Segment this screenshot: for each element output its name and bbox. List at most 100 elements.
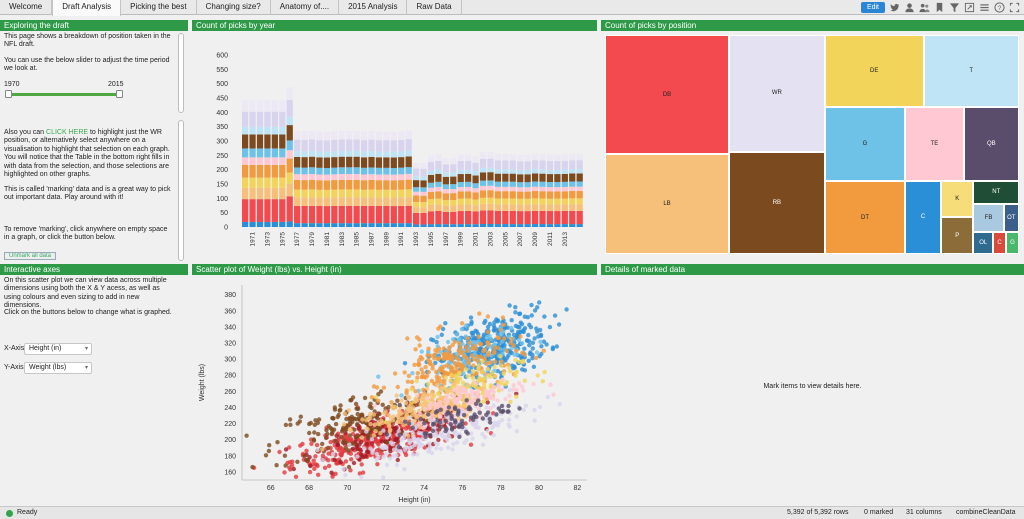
scatter-point[interactable] [419, 374, 425, 380]
scatter-point[interactable] [450, 353, 455, 358]
bar-segment[interactable] [442, 184, 449, 190]
scatter-point[interactable] [450, 447, 455, 452]
scatter-point[interactable] [471, 398, 476, 403]
scatter-point[interactable] [330, 474, 335, 479]
scatter-point[interactable] [495, 335, 500, 340]
bar-segment[interactable] [487, 158, 494, 168]
scatter-point[interactable] [406, 433, 411, 439]
bar-segment[interactable] [308, 223, 316, 227]
bar-segment[interactable] [427, 182, 435, 188]
scatter-point[interactable] [244, 433, 249, 438]
scatter-point[interactable] [320, 453, 326, 458]
bar-segment[interactable] [256, 100, 264, 112]
scatter-point[interactable] [509, 325, 514, 331]
bar-segment[interactable] [249, 148, 256, 158]
bar-segment[interactable] [249, 187, 256, 200]
scatter-point[interactable] [406, 373, 412, 379]
bar-segment[interactable] [479, 224, 487, 227]
bookmark-icon[interactable] [934, 2, 945, 13]
scatter-point[interactable] [526, 332, 531, 338]
scatter-point[interactable] [500, 409, 505, 414]
bar-segment[interactable] [472, 211, 479, 225]
scatter-point[interactable] [499, 363, 504, 368]
bar-segment[interactable] [353, 205, 360, 224]
scatter-point[interactable] [307, 455, 312, 460]
bar-segment[interactable] [383, 189, 390, 198]
bar-segment[interactable] [375, 167, 383, 175]
scatter-point[interactable] [287, 417, 293, 422]
bar-segment[interactable] [517, 169, 524, 175]
scatter-point[interactable] [438, 431, 444, 436]
bar-segment[interactable] [509, 210, 516, 225]
scatter-point[interactable] [381, 428, 386, 433]
bar-segment[interactable] [561, 181, 568, 187]
bar-segment[interactable] [242, 187, 249, 200]
bar-segment[interactable] [368, 223, 375, 227]
bar-segment[interactable] [316, 223, 323, 227]
scatter-point[interactable] [469, 393, 475, 399]
scatter-point[interactable] [445, 410, 451, 415]
bar-segment[interactable] [494, 210, 502, 225]
scatter-point[interactable] [383, 420, 389, 425]
bar-segment[interactable] [353, 223, 360, 227]
bar-segment[interactable] [279, 134, 286, 149]
bar-segment[interactable] [531, 210, 539, 225]
bar-segment[interactable] [271, 100, 278, 112]
scatter-point[interactable] [391, 447, 397, 452]
scatter-point[interactable] [426, 449, 431, 454]
bar-segment[interactable] [264, 134, 271, 149]
bar-segment[interactable] [360, 180, 368, 190]
scatter-point[interactable] [446, 348, 452, 353]
tab-changing-size[interactable]: Changing size? [197, 0, 271, 15]
scatter-point[interactable] [464, 394, 470, 399]
bar-segment[interactable] [346, 167, 353, 175]
scatter-point[interactable] [307, 469, 313, 475]
scatter-point[interactable] [480, 432, 485, 437]
scatter-point[interactable] [514, 394, 519, 399]
scatter-point[interactable] [495, 398, 500, 403]
scatter-point[interactable] [441, 346, 446, 351]
bar-segment[interactable] [390, 189, 397, 198]
bar-segment[interactable] [465, 154, 472, 161]
treemap-cell-rb[interactable]: RB [729, 151, 825, 254]
bar-segment[interactable] [308, 205, 316, 224]
bar-segment[interactable] [390, 140, 397, 152]
bar-segment[interactable] [368, 174, 375, 180]
scatter-point[interactable] [519, 341, 525, 346]
bar-segment[interactable] [279, 126, 286, 135]
scatter-point[interactable] [409, 387, 414, 392]
scatter-point[interactable] [343, 430, 348, 436]
scatter-point[interactable] [374, 457, 379, 462]
bar-segment[interactable] [502, 173, 509, 182]
bar-segment[interactable] [405, 139, 412, 151]
bar-segment[interactable] [242, 134, 249, 149]
scatter-point[interactable] [289, 463, 295, 468]
scatter-point[interactable] [457, 341, 462, 346]
scatter-point[interactable] [492, 328, 497, 333]
bar-segment[interactable] [554, 161, 561, 170]
bar-segment[interactable] [465, 210, 472, 225]
scatter-point[interactable] [434, 339, 439, 345]
scatter-point[interactable] [288, 467, 293, 472]
scatter-point[interactable] [492, 374, 498, 379]
scatter-point[interactable] [389, 400, 394, 405]
scatter-point[interactable] [350, 416, 356, 421]
bar-segment[interactable] [531, 169, 539, 174]
bar-segment[interactable] [442, 176, 449, 185]
bar-segment[interactable] [546, 211, 554, 225]
bar-segment[interactable] [509, 160, 516, 170]
scatter-point[interactable] [487, 321, 493, 327]
scatter-point[interactable] [499, 381, 505, 386]
scatter-point[interactable] [390, 418, 396, 423]
bar-segment[interactable] [509, 204, 516, 211]
scatter-point[interactable] [350, 395, 356, 400]
scatter-point[interactable] [419, 442, 424, 448]
treemap-cell-c[interactable]: C [992, 232, 1006, 254]
bar-segment[interactable] [539, 186, 546, 192]
scatter-point[interactable] [468, 406, 473, 412]
tab-anatomy-of[interactable]: Anatomy of.... [271, 0, 340, 15]
bar-segment[interactable] [502, 186, 509, 192]
scatter-point[interactable] [435, 391, 441, 396]
bar-segment[interactable] [390, 197, 397, 207]
bar-segment[interactable] [316, 140, 323, 152]
